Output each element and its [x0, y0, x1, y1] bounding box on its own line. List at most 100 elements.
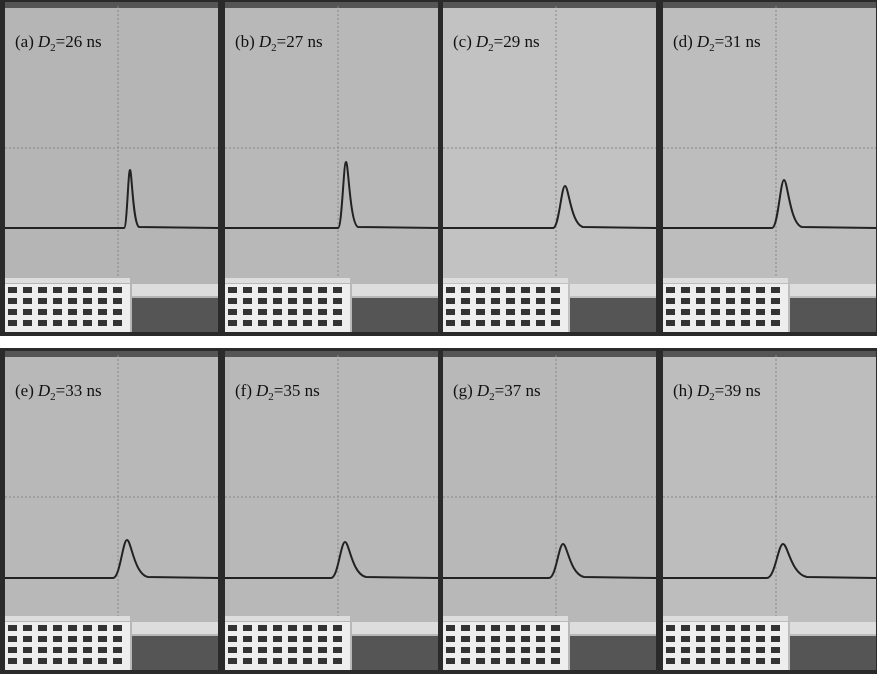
- status-glyph: [551, 647, 560, 653]
- status-glyph: [461, 647, 470, 653]
- status-glyph: [521, 298, 530, 304]
- status-glyph: [243, 625, 252, 631]
- status-glyph: [83, 658, 92, 664]
- panel-letter: (c): [453, 32, 472, 51]
- status-glyph: [303, 636, 312, 642]
- panel-value: =35 ns: [274, 381, 320, 400]
- status-glyph: [8, 298, 17, 304]
- status-glyph: [551, 625, 560, 631]
- status-strip: [225, 278, 350, 283]
- status-strip: [443, 616, 568, 621]
- status-glyph: [446, 647, 455, 653]
- status-glyph: [666, 647, 675, 653]
- status-glyph: [461, 636, 470, 642]
- status-glyph: [446, 658, 455, 664]
- panel-label: (e)D2=33 ns: [15, 381, 102, 403]
- status-glyph: [273, 647, 282, 653]
- status-glyph: [68, 625, 77, 631]
- status-glyph: [303, 309, 312, 315]
- status-glyph: [666, 636, 675, 642]
- panel-value: =37 ns: [495, 381, 541, 400]
- status-glyph: [711, 636, 720, 642]
- status-glyph: [113, 287, 122, 293]
- status-glyph: [333, 636, 342, 642]
- status-glyph: [726, 636, 735, 642]
- status-glyph: [333, 320, 342, 326]
- status-glyph: [476, 287, 485, 293]
- status-glyph: [521, 636, 530, 642]
- status-box: [132, 284, 218, 296]
- status-glyph: [8, 658, 17, 664]
- status-glyph: [476, 647, 485, 653]
- status-glyph: [771, 287, 780, 293]
- status-glyph: [23, 287, 32, 293]
- status-glyph: [741, 298, 750, 304]
- status-glyph: [68, 287, 77, 293]
- status-glyph: [506, 320, 515, 326]
- status-glyph: [726, 298, 735, 304]
- status-glyph: [726, 658, 735, 664]
- status-glyph: [113, 636, 122, 642]
- top-bar: [225, 2, 438, 8]
- status-glyph: [551, 287, 560, 293]
- status-glyph: [273, 320, 282, 326]
- status-glyph: [303, 658, 312, 664]
- status-glyph: [536, 298, 545, 304]
- screen: [5, 6, 218, 332]
- panel-letter: (d): [673, 32, 693, 51]
- status-glyph: [228, 320, 237, 326]
- status-glyph: [756, 309, 765, 315]
- status-glyph: [461, 658, 470, 664]
- status-glyph: [303, 287, 312, 293]
- panel-value: =29 ns: [494, 32, 540, 51]
- panel-variable: D: [37, 381, 51, 400]
- status-glyph: [726, 625, 735, 631]
- status-glyph: [243, 320, 252, 326]
- status-dark: [352, 298, 438, 332]
- status-glyph: [506, 298, 515, 304]
- status-glyph: [113, 320, 122, 326]
- status-glyph: [228, 298, 237, 304]
- status-glyph: [113, 309, 122, 315]
- status-glyph: [521, 658, 530, 664]
- status-glyph: [83, 625, 92, 631]
- status-glyph: [741, 320, 750, 326]
- status-glyph: [303, 320, 312, 326]
- status-glyph: [68, 309, 77, 315]
- status-glyph: [228, 658, 237, 664]
- status-glyph: [491, 309, 500, 315]
- status-glyph: [318, 647, 327, 653]
- panel-label: (d)D2=31 ns: [673, 32, 761, 54]
- status-glyph: [741, 636, 750, 642]
- status-glyph: [771, 625, 780, 631]
- status-glyph: [8, 320, 17, 326]
- status-glyph: [491, 658, 500, 664]
- status-glyph: [681, 320, 690, 326]
- scope-panel: (c)D2=29 ns: [443, 2, 656, 332]
- status-glyph: [38, 287, 47, 293]
- status-glyph: [476, 298, 485, 304]
- status-glyph: [461, 625, 470, 631]
- status-glyph: [476, 625, 485, 631]
- status-glyph: [8, 636, 17, 642]
- status-glyph: [243, 298, 252, 304]
- status-glyph: [461, 298, 470, 304]
- status-glyph: [696, 647, 705, 653]
- status-glyph: [53, 658, 62, 664]
- status-box: [352, 284, 438, 296]
- status-glyph: [288, 309, 297, 315]
- status-glyph: [681, 309, 690, 315]
- status-box: [790, 284, 876, 296]
- status-glyph: [666, 658, 675, 664]
- scope-panel: (h)D2=39 ns: [663, 351, 876, 670]
- panel-letter: (a): [15, 32, 34, 51]
- status-glyph: [68, 658, 77, 664]
- status-glyph: [288, 658, 297, 664]
- status-glyph: [756, 298, 765, 304]
- status-glyph: [113, 625, 122, 631]
- panel-label: (g)D2=37 ns: [453, 381, 541, 403]
- status-glyph: [461, 320, 470, 326]
- status-glyph: [711, 625, 720, 631]
- status-glyph: [681, 287, 690, 293]
- status-glyph: [53, 298, 62, 304]
